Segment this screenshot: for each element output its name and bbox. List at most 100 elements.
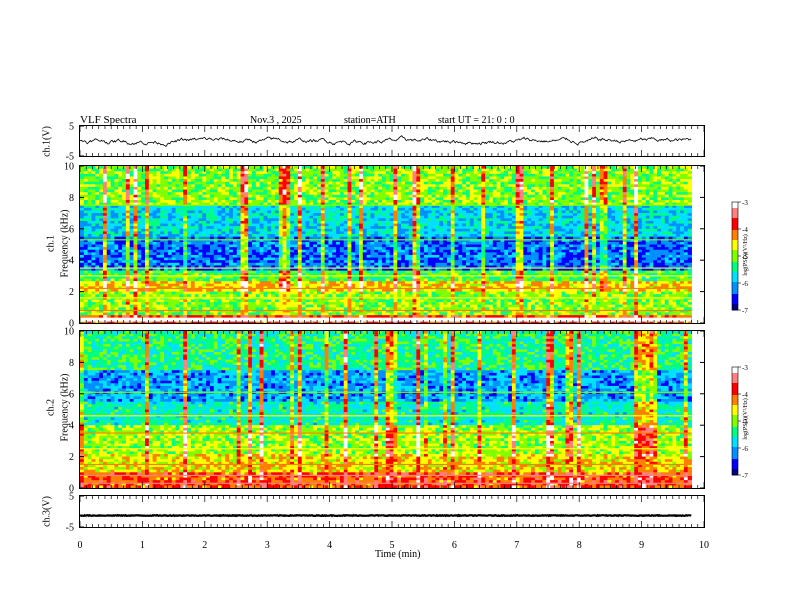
ch1-spec-cell <box>297 173 303 177</box>
ch1-spec-cell <box>638 218 643 222</box>
ch1-spec-cell <box>202 218 207 222</box>
ch1-spec-cell <box>607 181 612 185</box>
ch1-spec-cell <box>626 194 631 198</box>
ch1-spec-cell <box>359 244 364 248</box>
ch1-spec-cell <box>538 223 543 227</box>
ch1-spec-cell <box>626 189 631 193</box>
ch1-spec-cell <box>83 213 89 217</box>
ch1-spec-cell <box>504 200 509 204</box>
ch1-spec-cell <box>622 192 627 196</box>
ch1-spec-cell <box>401 223 406 227</box>
ch1-spec-cell <box>129 192 134 196</box>
ch1-spec-cell <box>209 176 215 180</box>
ch1-spec-cell <box>118 247 123 251</box>
ch1-spec-cell <box>569 220 574 224</box>
ch1-spec-cell <box>355 218 360 222</box>
ch1-spec-cell <box>450 192 455 196</box>
ch1-spec-cell <box>83 223 89 227</box>
ch1-spec-cell <box>423 236 429 240</box>
ch1-spec-cell <box>401 220 406 224</box>
ch1-spec-cell <box>148 176 154 180</box>
ch1-spec-cell <box>374 223 379 227</box>
ch1-spec-cell <box>542 220 547 224</box>
ch1-spec-cell <box>584 186 589 190</box>
ch1-spec-cell <box>378 223 383 227</box>
ch1-spec-cell <box>378 226 383 230</box>
ch1-spec-cell <box>309 226 314 230</box>
ch1-spec-cell <box>267 223 272 227</box>
ch1-spec-cell <box>515 239 520 243</box>
ch1-spec-cell <box>171 218 176 222</box>
ch1-spec-cell <box>102 226 108 230</box>
ch1-spec-cell <box>370 200 375 204</box>
ch1-spec-cell <box>607 171 612 175</box>
ch1-spec-cell <box>603 189 608 193</box>
ch1-spec-cell <box>255 181 261 185</box>
ch1-spec-cell <box>206 179 211 183</box>
ch1-spec-cell <box>190 234 196 238</box>
ch1-spec-cell <box>175 184 180 188</box>
ch1-spec-cell <box>164 202 169 206</box>
ch1-spec-cell <box>290 213 295 217</box>
ch1-spec-cell <box>615 171 620 175</box>
ch1-spec-cell <box>263 241 268 245</box>
ch1-spec-cell <box>202 244 207 248</box>
ch1-spec-cell <box>374 207 379 211</box>
ch1-spec-cell <box>454 192 459 196</box>
ch1-spec-cell <box>209 202 215 206</box>
ch1-spec-cell <box>374 210 379 214</box>
ch1-spec-cell <box>110 189 115 193</box>
ch1-spec-cell <box>469 205 475 209</box>
ch1-spec-cell <box>466 189 471 193</box>
ch1-spec-cell <box>580 236 585 240</box>
ch1-spec-cell <box>267 181 272 185</box>
ch1-spec-cell <box>248 213 253 217</box>
ch1-spec-cell <box>561 218 566 222</box>
ch1-spec-cell <box>404 244 410 248</box>
ch1-spec-cell <box>313 166 318 170</box>
ch1-spec-cell <box>668 231 673 235</box>
ch1-spec-cell <box>676 234 681 238</box>
ch1-spec-cell <box>274 176 280 180</box>
ch1-spec-cell <box>179 241 184 245</box>
ch1-spec-cell <box>309 202 314 206</box>
ch1-spec-cell <box>653 168 658 172</box>
ch1-spec-cell <box>362 234 368 238</box>
ch1-spec-cell <box>271 171 276 175</box>
ch1-spec-cell <box>133 194 138 198</box>
ch1-spec-cell <box>454 166 459 170</box>
ch1-spec-cell <box>171 200 176 204</box>
ch1-spec-cell <box>129 197 134 201</box>
ch1-spec-cell <box>251 168 257 172</box>
ch1-spec-cell <box>534 194 540 198</box>
ch1-spec-cell <box>523 173 528 177</box>
ch1-spec-cell <box>649 181 654 185</box>
ch1-spec-cell <box>125 231 131 235</box>
ch1-spec-cell <box>477 189 482 193</box>
ch1-spec-cell <box>519 171 524 175</box>
ch1-spec-cell <box>588 176 593 180</box>
ch1-spec-cell <box>332 228 337 232</box>
ch1-spec-cell <box>427 194 433 198</box>
ch1-spec-cell <box>565 194 570 198</box>
ch1-spec-cell <box>603 207 608 211</box>
ch1-spec-cell <box>91 181 96 185</box>
ch1-spec-cell <box>485 173 490 177</box>
ch1-spec-cell <box>626 166 631 170</box>
ch1-spec-cell <box>511 189 517 193</box>
ch1-spec-cell <box>194 218 199 222</box>
ch1-spec-cell <box>87 192 92 196</box>
ch1-spec-cell <box>183 220 188 224</box>
ch1-spec-cell <box>206 181 211 185</box>
ch1-spec-cell <box>122 205 127 209</box>
ch1-spec-cell <box>110 218 115 222</box>
ch1-spec-cell <box>550 207 555 211</box>
ch1-spec-cell <box>580 215 585 219</box>
ch1-spec-cell <box>416 200 421 204</box>
ch1-spec-cell <box>496 234 501 238</box>
ch1-spec-cell <box>607 228 612 232</box>
ch1-spec-cell <box>668 181 673 185</box>
ch1-spec-cell <box>347 244 352 248</box>
ch1-spec-cell <box>278 186 283 190</box>
ch1-spec-cell <box>274 179 280 183</box>
